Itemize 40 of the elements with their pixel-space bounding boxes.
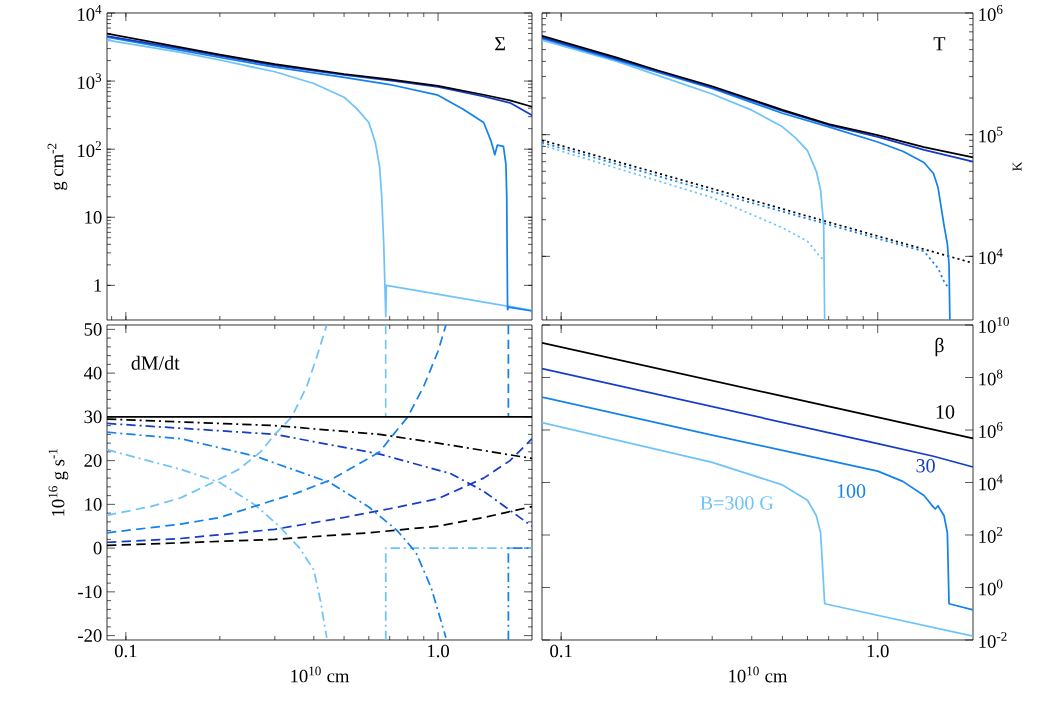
x-tick-label: 0.1 (114, 644, 137, 658)
series-label: 30 (916, 459, 935, 473)
y-tick-label: 10$^{0}$ (979, 579, 1003, 596)
y-tick-label: 10$^{2}$ (979, 527, 1003, 543)
y-tick-label: 10 (85, 210, 102, 224)
y-tick-label: 10$^{4}$ (78, 5, 102, 21)
y-tick-label: 0 (93, 541, 102, 555)
y-tick-label: 20 (84, 454, 102, 467)
y-tick-label: 10$^{10}$ (979, 317, 1009, 333)
y-tick-label: 10$^{-2}$ (979, 632, 1007, 648)
y-tick-label: 10$^{3}$ (78, 73, 102, 89)
y-tick-label: 10$^{6}$ (979, 422, 1003, 438)
text: Σ (495, 37, 505, 51)
y-tick-label: -10 (78, 585, 102, 599)
series-label: 100 (837, 484, 866, 498)
text: β (935, 337, 944, 357)
y-tick-label: 30 (84, 410, 102, 424)
series-label: B=300 G (700, 496, 774, 510)
y-tick-label: 50 (84, 323, 102, 336)
y-tick-label: 40 (83, 366, 102, 380)
y-axis-title: g cm$^{-2}$ (47, 143, 68, 190)
y-tick-label: 10$^{8}$ (979, 369, 1003, 386)
text: dM/dt (131, 355, 180, 370)
y-tick-label: 10$^{4}$ (979, 474, 1003, 491)
x-tick-label: 0.1 (550, 644, 572, 658)
x-axis-title: 10$^{10}$ cm (291, 666, 350, 683)
y-tick-label: 10$^{5}$ (979, 126, 1003, 143)
y-tick-label: 1 (94, 279, 102, 292)
y-tick-label: 10 (85, 498, 102, 511)
series-label: 10 (936, 405, 955, 419)
y-tick-label: -20 (78, 629, 102, 642)
y-tick-label: 10$^{6}$ (979, 5, 1003, 21)
y-tick-label: 10$^{2}$ (78, 141, 101, 158)
text: T (933, 37, 946, 51)
x-tick-label: 1.0 (428, 644, 449, 658)
x-axis-title: 10$^{10}$ cm (729, 666, 788, 683)
y-axis-title: K (1012, 161, 1022, 171)
y-tick-label: 10$^{4}$ (979, 248, 1003, 265)
x-tick-label: 1.0 (867, 644, 889, 658)
y-axis-title: 10$^{16}$ g s$^{-1}$ (48, 448, 69, 516)
